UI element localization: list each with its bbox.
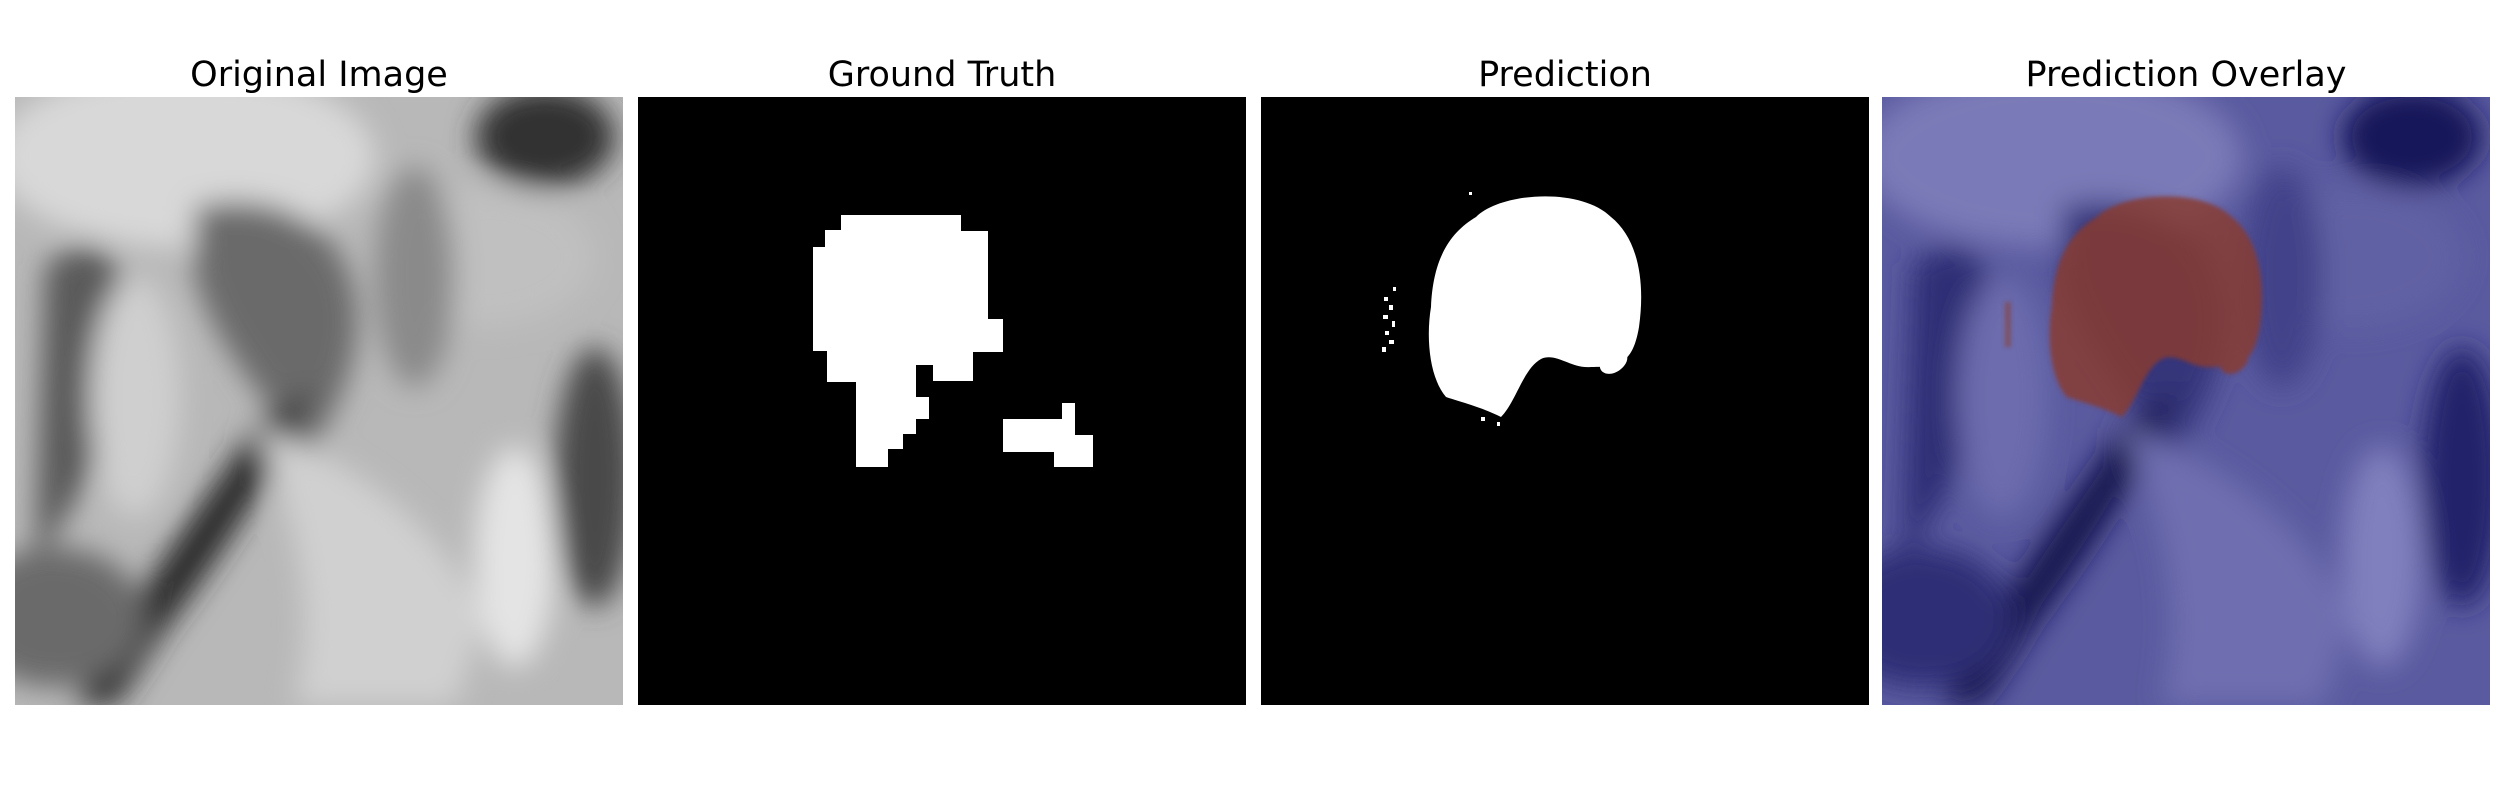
- panel-title-ground-truth: Ground Truth: [827, 55, 1057, 95]
- panel-title-prediction-overlay: Prediction Overlay: [2025, 55, 2347, 95]
- panel-title-prediction: Prediction: [1478, 55, 1652, 95]
- prediction-region: [1382, 192, 1642, 426]
- prediction-mask: [1261, 97, 1869, 705]
- prediction-panel: [1261, 97, 1869, 705]
- ground-truth-mask: [638, 97, 1246, 705]
- prediction-overlay-image: [1882, 97, 2490, 705]
- original-image: [15, 97, 623, 705]
- ground-truth-panel: [638, 97, 1246, 705]
- ground-truth-region: [813, 215, 1093, 467]
- original-image-panel: [15, 97, 623, 705]
- prediction-overlay-panel: [1882, 97, 2490, 705]
- panel-title-original-image: Original Image: [190, 55, 448, 95]
- overlay-highlight-region: [2005, 196, 2263, 417]
